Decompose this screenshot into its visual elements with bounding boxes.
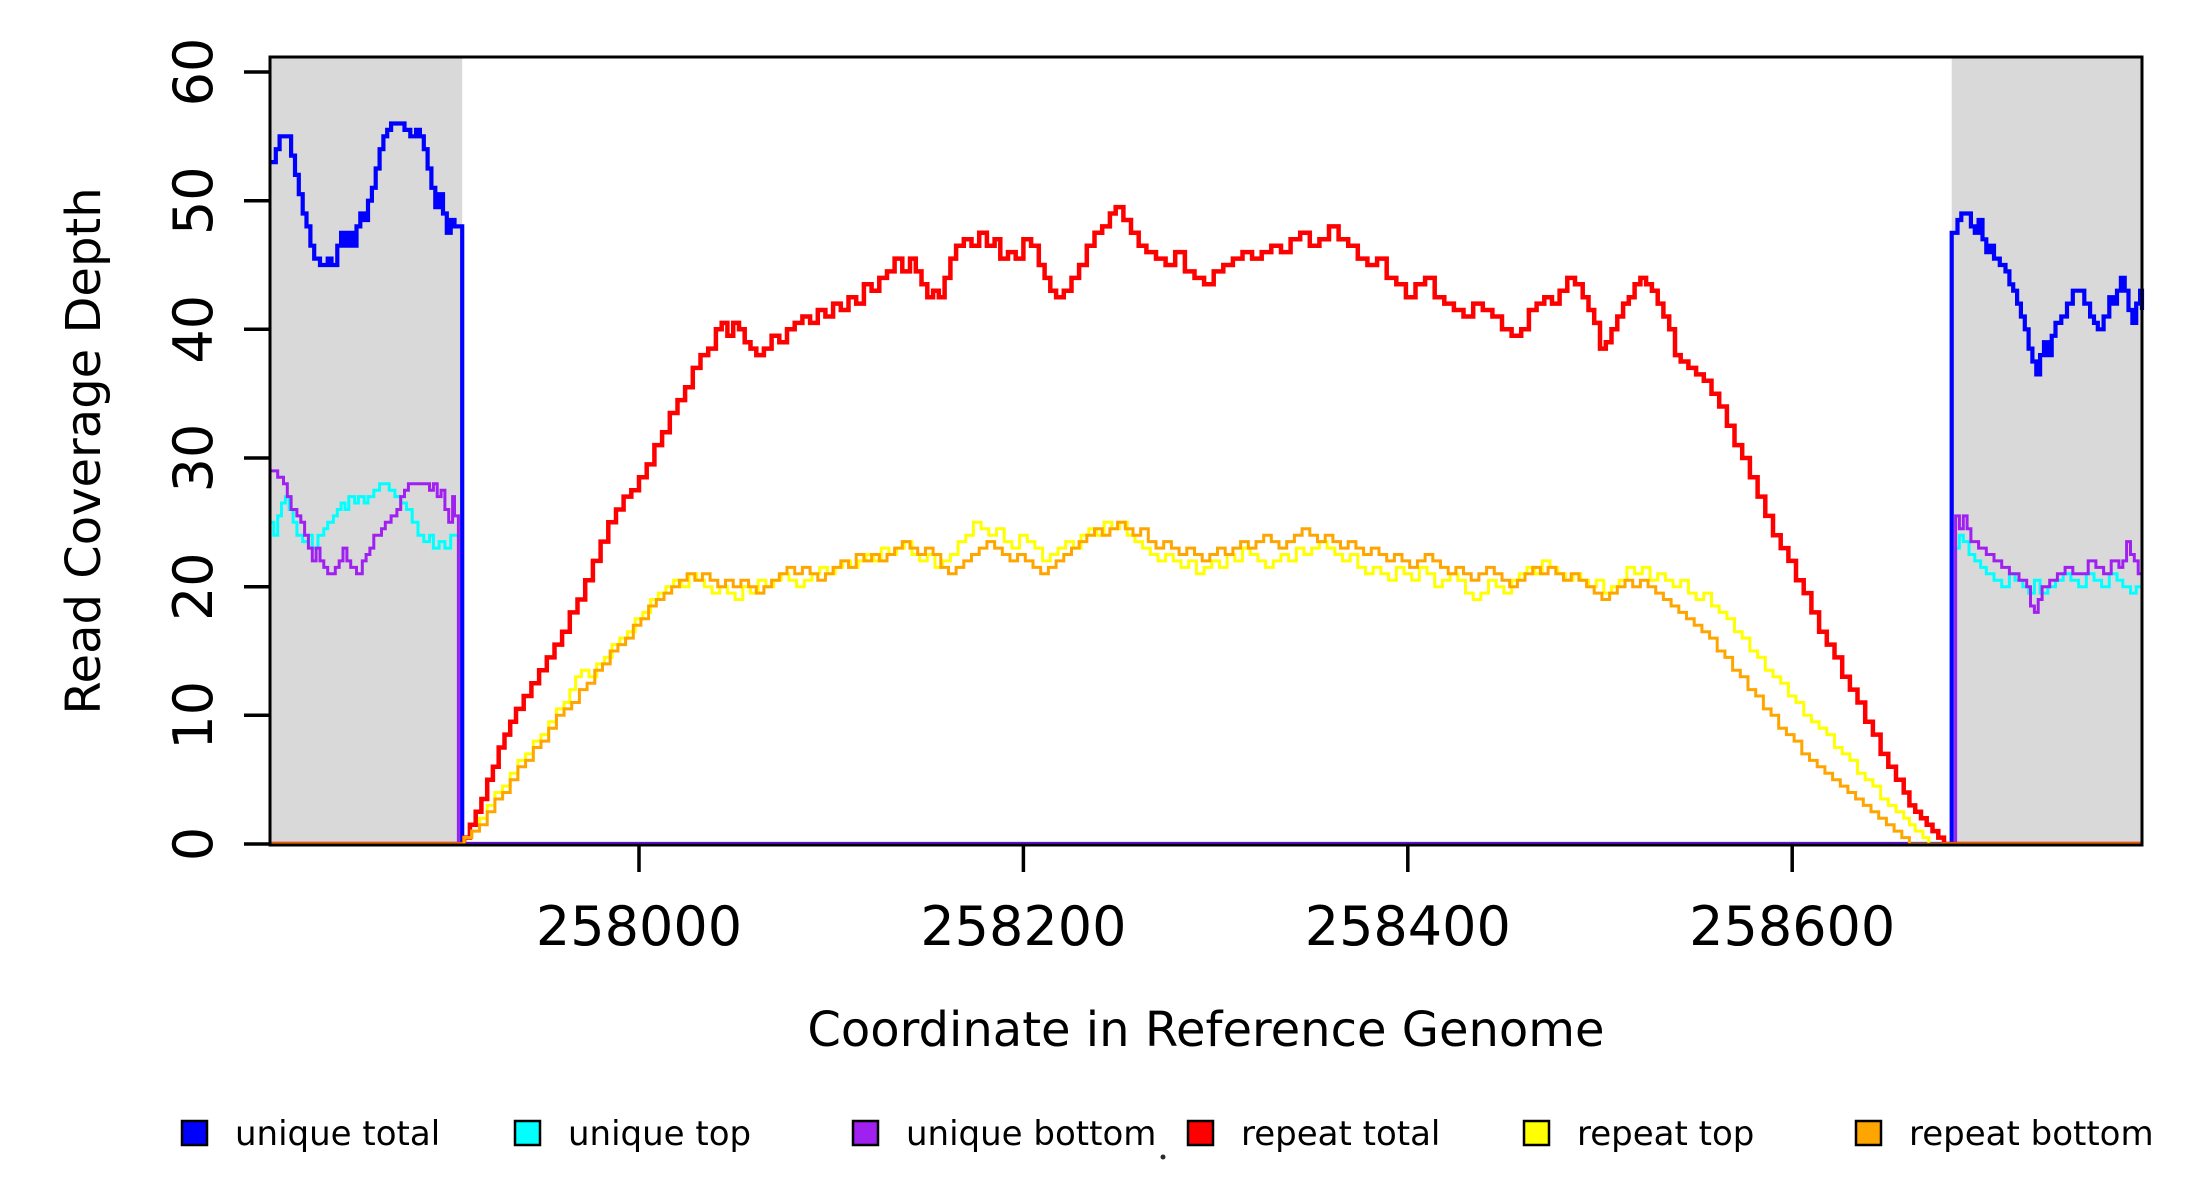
legend-swatch-unique-top: [513, 1119, 542, 1147]
legend-swatch-unique-total: [180, 1119, 209, 1147]
y-tick-label: 60: [162, 38, 225, 107]
stray-mark: [1160, 1154, 1166, 1160]
y-tick-label: 30: [162, 424, 225, 493]
series-unique-total: [270, 121, 2145, 847]
legend-item-repeat-total: repeat total: [1186, 1114, 1440, 1154]
legend-label-unique-top: unique top: [568, 1114, 751, 1154]
legend-item-repeat-bottom: repeat bottom: [1854, 1114, 2154, 1154]
y-tick-label: 20: [162, 552, 225, 621]
legend-label-unique-bottom: unique bottom: [906, 1114, 1156, 1154]
legend-item-repeat-top: repeat top: [1522, 1114, 1754, 1154]
series-repeat-bottom: [270, 520, 2142, 846]
legend: unique total unique top unique bottom repea…: [180, 1114, 2154, 1154]
data-series-group: [270, 121, 2145, 847]
series-unique-bottom: [270, 469, 2142, 846]
legend-swatch-unique-bottom: [851, 1119, 880, 1147]
x-tick-label: 258400: [1305, 895, 1511, 958]
y-tick-label: 10: [162, 681, 225, 750]
legend-label-unique-total: unique total: [235, 1114, 440, 1154]
legend-swatch-repeat-bottom: [1854, 1119, 1883, 1147]
x-tick-label: 258000: [536, 895, 742, 958]
plot-box: [268, 55, 2144, 847]
series-repeat-total: [270, 204, 2142, 847]
legend-label-repeat-top: repeat top: [1577, 1114, 1754, 1154]
x-axis-title: Coordinate in Reference Genome: [807, 1002, 1604, 1058]
legend-swatch-repeat-top: [1522, 1119, 1551, 1147]
y-tick-label: 0: [162, 827, 225, 861]
axes-group: [244, 55, 2144, 872]
legend-swatch-repeat-total: [1186, 1119, 1215, 1147]
legend-item-unique-bottom: unique bottom: [851, 1114, 1156, 1154]
legend-item-unique-top: unique top: [513, 1114, 751, 1154]
shaded-region-right: [1951, 57, 2142, 845]
y-tick-label: 40: [162, 295, 225, 364]
x-tick-label: 258200: [920, 895, 1126, 958]
legend-label-repeat-total: repeat total: [1241, 1114, 1440, 1154]
legend-label-repeat-bottom: repeat bottom: [1909, 1114, 2154, 1154]
x-tick-label: 258600: [1689, 895, 1895, 958]
legend-item-unique-total: unique total: [180, 1114, 440, 1154]
tick-labels-group: 0 10 20 30 40 50 60 258000 258200 258400 258600: [162, 38, 1895, 958]
y-tick-label: 50: [162, 166, 225, 235]
y-axis-title: Read Coverage Depth: [56, 187, 112, 714]
